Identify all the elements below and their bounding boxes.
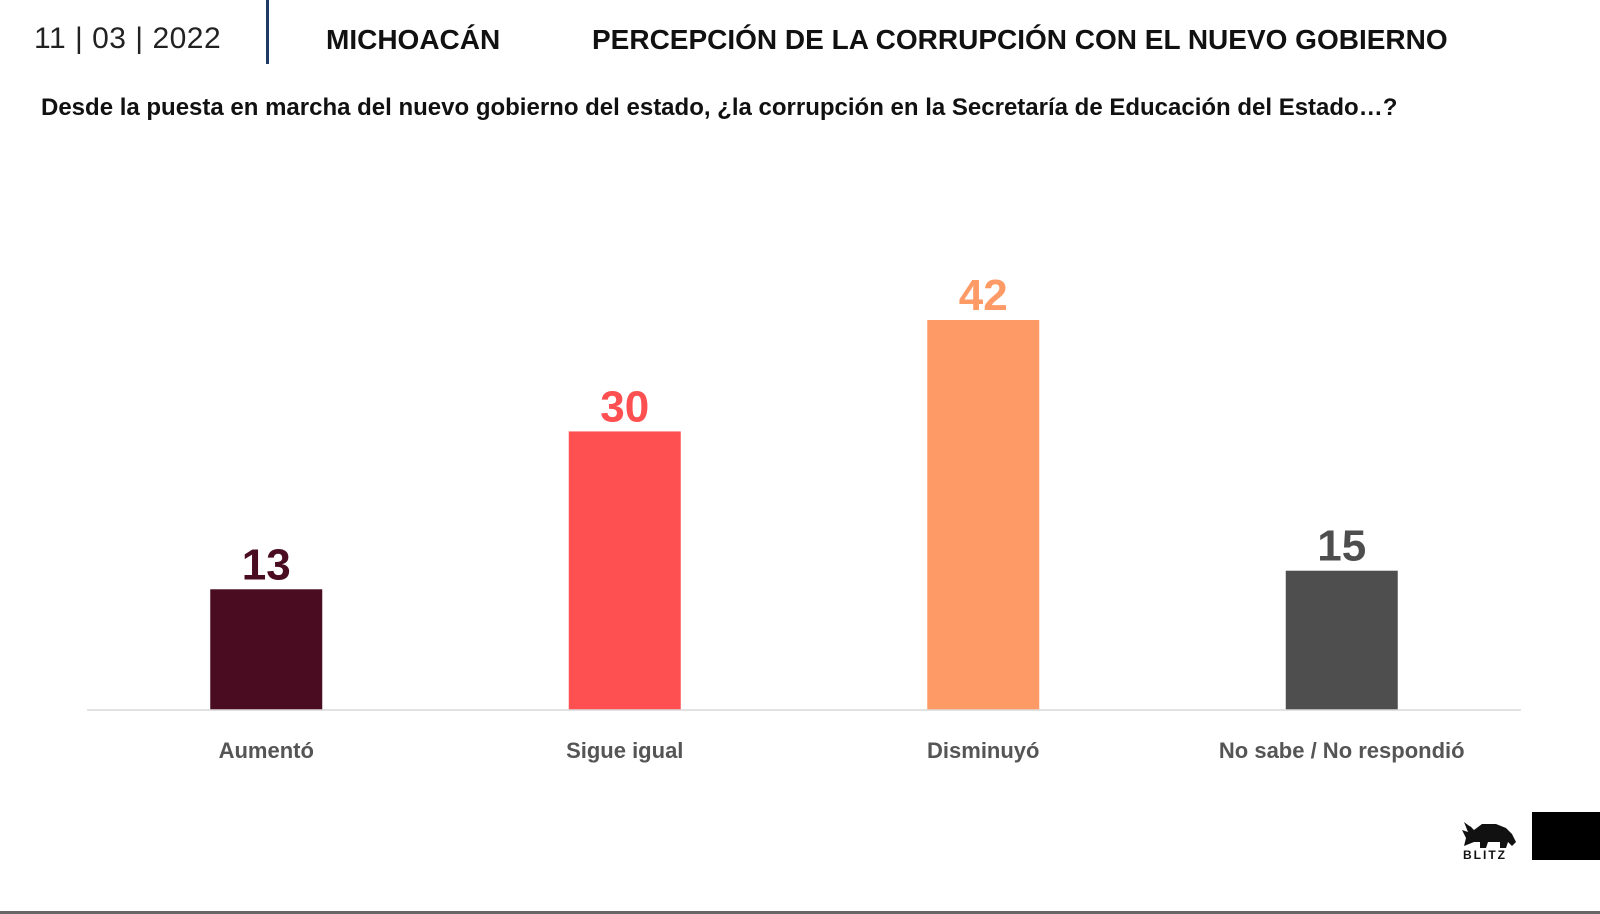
data-label-3: 42: [959, 271, 1008, 320]
bar-2: [568, 431, 681, 710]
bottom-rule: [0, 911, 1600, 914]
bar-3: [927, 320, 1040, 710]
category-label-4: No sabe / No respondió: [1219, 738, 1465, 763]
header-date: 11 | 03 | 2022: [34, 22, 222, 55]
header-region: MICHOACÁN: [326, 24, 501, 55]
header-title: PERCEPCIÓN DE LA CORRUPCIÓN CON EL NUEVO…: [592, 24, 1448, 55]
category-label-1: Aumentó: [219, 738, 314, 763]
bar-1: [210, 589, 323, 710]
rhino-icon: [1462, 822, 1516, 848]
brand-name: BLITZ: [1463, 848, 1507, 862]
category-label-3: Disminuyó: [927, 738, 1039, 763]
category-label-2: Sigue igual: [566, 738, 683, 763]
data-label-2: 30: [600, 382, 649, 431]
header-divider: [266, 0, 269, 64]
data-label-4: 15: [1317, 522, 1366, 571]
data-label-1: 13: [242, 540, 291, 589]
survey-question: Desde la puesta en marcha del nuevo gobi…: [41, 94, 1398, 121]
corner-block: [1532, 812, 1600, 860]
bar-4: [1285, 570, 1398, 710]
